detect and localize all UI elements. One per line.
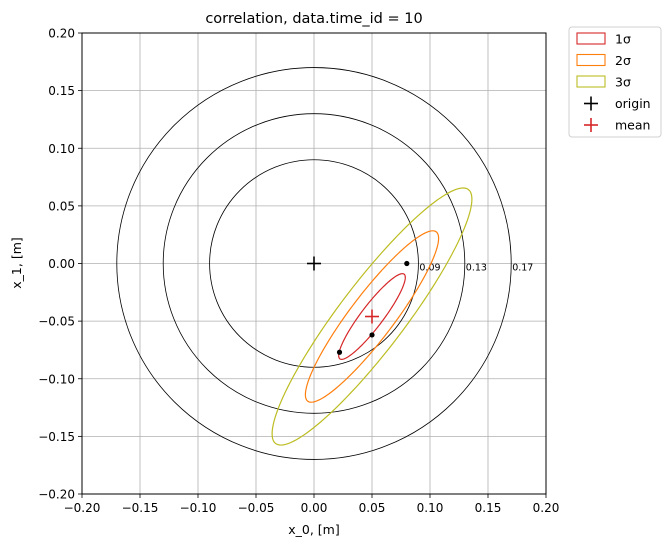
x-tick-label: 0.15 bbox=[475, 501, 502, 515]
x-axis-label: x_0, [m] bbox=[288, 522, 339, 537]
sample-point bbox=[369, 332, 375, 338]
ellipse-3sigma bbox=[271, 187, 473, 446]
ellipse-1sigma bbox=[338, 273, 406, 360]
x-tick-label: 0.00 bbox=[301, 501, 328, 515]
y-tick-label: 0.20 bbox=[48, 27, 75, 41]
y-tick-label: −0.10 bbox=[38, 372, 75, 386]
reference-circles: 0.09 0.13 0.17 bbox=[116, 67, 533, 460]
y-tick-label: −0.15 bbox=[38, 430, 75, 444]
x-tick-label: 0.10 bbox=[417, 501, 444, 515]
sample-point bbox=[404, 260, 410, 267]
x-tick-label: −0.20 bbox=[64, 501, 101, 515]
mean-marker bbox=[365, 309, 379, 324]
y-tick-label: −0.05 bbox=[38, 315, 75, 329]
y-tick-label: 0.05 bbox=[48, 199, 75, 213]
legend-label: origin bbox=[615, 96, 651, 111]
circle-radius-label: 0.13 bbox=[466, 263, 487, 274]
chart-title: correlation, data.time_id = 10 bbox=[205, 11, 422, 27]
sample-point bbox=[336, 349, 343, 355]
legend-swatch-3sigma bbox=[576, 75, 606, 88]
circle-radius-label: 0.17 bbox=[512, 263, 533, 274]
x-tick-label: −0.15 bbox=[122, 501, 159, 515]
x-tick-label: −0.10 bbox=[180, 501, 217, 515]
sample-points bbox=[336, 260, 410, 355]
ellipse-2sigma bbox=[304, 230, 440, 403]
legend-swatch-2sigma bbox=[576, 53, 606, 67]
legend-label: 2σ bbox=[615, 53, 631, 68]
legend-marker-origin bbox=[584, 96, 598, 111]
y-tick-label: 0.00 bbox=[48, 257, 75, 271]
axis-ticks: −0.20 −0.15 −0.10 −0.05 0.00 0.05 0.10 0.15 0.20… bbox=[38, 27, 559, 516]
x-tick-label: 0.20 bbox=[533, 501, 560, 515]
reference-circle bbox=[162, 113, 466, 414]
y-axis-label: x_1, [m] bbox=[9, 237, 24, 288]
y-tick-label: 0.10 bbox=[48, 142, 75, 156]
legend-label: 3σ bbox=[615, 75, 631, 90]
x-tick-label: 0.05 bbox=[359, 501, 386, 515]
y-tick-label: 0.15 bbox=[48, 84, 75, 98]
y-tick-label: −0.20 bbox=[38, 488, 75, 502]
legend-marker-mean bbox=[584, 118, 598, 132]
legend-label: 1σ bbox=[615, 32, 631, 47]
legend-swatch-1sigma bbox=[576, 32, 606, 45]
sigma-ellipses bbox=[271, 187, 473, 446]
legend-label: mean bbox=[615, 118, 650, 133]
x-tick-label: −0.05 bbox=[238, 501, 275, 515]
origin-marker bbox=[307, 256, 321, 271]
reference-circle bbox=[116, 67, 512, 460]
legend: 1σ 2σ 3σ origin mean bbox=[568, 26, 662, 138]
origin-mean-markers bbox=[307, 256, 379, 324]
circle-radius-label: 0.09 bbox=[419, 263, 440, 274]
